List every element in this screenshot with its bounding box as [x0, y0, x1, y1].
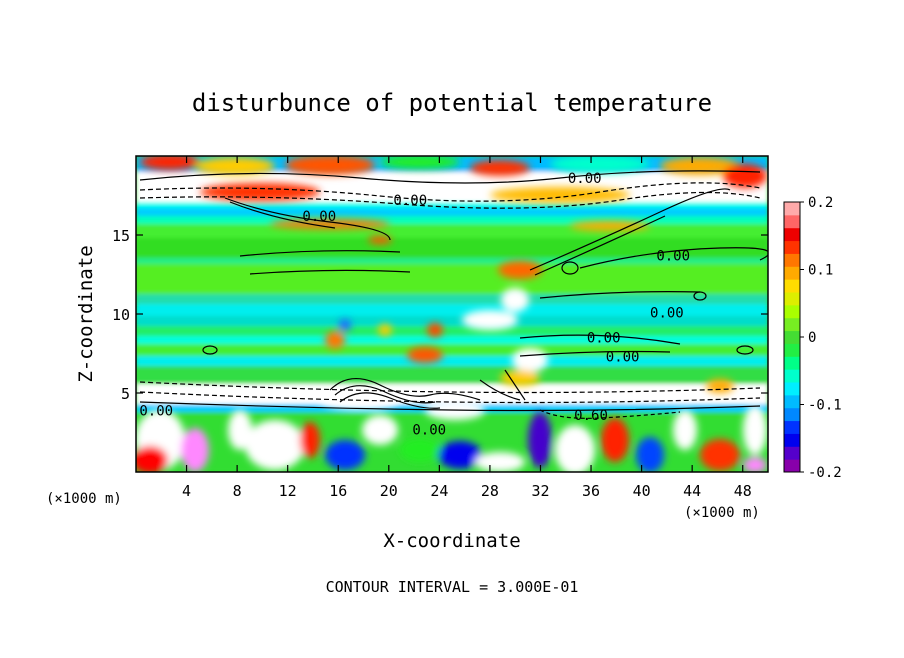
x-tick-label: 44 [683, 482, 701, 500]
x-tick-label: 4 [182, 482, 191, 500]
x-tick-label: 24 [430, 482, 448, 500]
colorbar-tick-label: 0 [808, 330, 816, 346]
colorbar-segment [784, 253, 800, 267]
colorbar-segment [784, 214, 800, 229]
x-tick-label: 28 [481, 482, 499, 500]
y-tick-label: 5 [121, 385, 130, 403]
colorbar-tick-label: -0.2 [808, 465, 842, 481]
contour-label: 0.00 [606, 350, 640, 366]
contour-label: 0.00 [302, 209, 336, 225]
colorbar-segment [784, 459, 800, 473]
contour-label: 0.00 [587, 331, 621, 347]
colorbar-segment [784, 266, 800, 280]
colorbar-segment [784, 433, 800, 447]
x-tick-label: 16 [329, 482, 347, 500]
colorbar-segment [784, 369, 800, 383]
colorbar-segment [784, 240, 800, 254]
colorbar-segment [784, 304, 800, 319]
x-tick-layer: 4 8 12 16 20 24 28 32 36 40 44 48 [182, 156, 752, 500]
colorbar-segment [784, 446, 800, 460]
colorbar-tick-label: 0.1 [808, 263, 833, 279]
contour-label: 0.60 [574, 408, 608, 424]
contour-label-layer: 0.00 0.00 0.00 0.00 0.00 0.00 0.00 0.60 0.00 0.00 [139, 171, 690, 438]
contour-label: 0.00 [139, 403, 173, 419]
x-tick-label: 8 [233, 482, 242, 500]
contour-label: 0.00 [656, 249, 690, 265]
x-tick-label: 12 [279, 482, 297, 500]
x-tick-label: 20 [380, 482, 398, 500]
x-unit-label-left: (×1000 m) [46, 491, 122, 507]
x-tick-label: 36 [582, 482, 600, 500]
x-tick-label: 40 [633, 482, 651, 500]
contour-label: 0.00 [568, 171, 602, 187]
chart-title: disturbunce of potential temperature [192, 89, 712, 117]
colorbar-segment [784, 394, 800, 409]
colorbar-ticks: 0.2 0.1 0 -0.1 -0.2 [800, 195, 842, 481]
colorbar-segment [784, 292, 800, 306]
plot-area [136, 156, 768, 472]
y-axis-label: Z-coordinate [75, 245, 97, 382]
x-tick-label: 48 [734, 482, 752, 500]
contour-label: 0.00 [393, 193, 427, 209]
y-tick-label: 10 [112, 306, 130, 324]
contour-interval-footer: CONTOUR INTERVAL = 3.000E-01 [326, 578, 579, 596]
colorbar [783, 201, 801, 473]
x-axis-label: X-coordinate [383, 530, 520, 552]
x-tick-label: 32 [531, 482, 549, 500]
colorbar-segment [784, 407, 800, 422]
colorbar-segment [784, 330, 800, 344]
y-tick-layer: 5 10 15 [112, 227, 768, 403]
colorbar-segment [784, 227, 800, 242]
colorbar-tick-label: -0.1 [808, 398, 842, 414]
colorbar-segment [784, 356, 800, 370]
colorbar-segment [784, 317, 800, 332]
contour-label: 0.00 [650, 305, 684, 321]
colorbar-segment [784, 382, 800, 396]
colorbar-segment [784, 202, 800, 216]
colorbar-segment [784, 420, 800, 434]
y-tick-label: 15 [112, 227, 130, 245]
contour-label: 0.00 [412, 422, 446, 438]
colorbar-segment [784, 343, 800, 357]
contour-lines [139, 170, 768, 419]
colorbar-tick-label: 0.2 [808, 195, 833, 211]
x-unit-label-right: (×1000 m) [684, 505, 760, 521]
colorbar-segment [784, 279, 800, 293]
